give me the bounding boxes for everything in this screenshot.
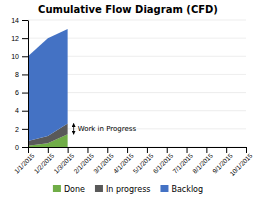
y-tick-mark xyxy=(22,38,28,39)
x-tick-label: 1/3/2015 xyxy=(52,152,75,175)
x-tick-label: 1/1/2015 xyxy=(13,152,36,175)
annotation: Work in Progress xyxy=(78,125,137,133)
y-tick-mark xyxy=(22,111,28,112)
y-tick-label: 10 xyxy=(11,53,19,60)
x-tick-label: 8/1/2015 xyxy=(191,152,214,175)
x-tick-label: 6/1/2015 xyxy=(151,152,174,175)
x-tick-mark xyxy=(246,147,247,153)
legend-swatch xyxy=(160,185,168,192)
y-tick-mark xyxy=(22,56,28,57)
legend-label: Backlog xyxy=(171,185,203,194)
chart: 1/1/20151/2/20151/3/20152/1/20153/1/2015… xyxy=(0,0,256,197)
x-axis-line xyxy=(29,147,247,148)
y-tick-mark xyxy=(22,129,28,130)
x-axis: 1/1/20151/2/20151/3/20152/1/20153/1/2015… xyxy=(13,147,254,177)
x-tick-mark xyxy=(87,147,88,153)
y-axis-line xyxy=(28,21,29,148)
x-tick-mark xyxy=(107,147,108,153)
y-tick-label: 8 xyxy=(15,71,19,78)
x-tick-mark xyxy=(28,147,29,153)
annotation-arrow xyxy=(73,123,74,134)
y-tick-mark xyxy=(22,74,28,75)
y-tick: 0 xyxy=(15,144,28,151)
y-tick: 8 xyxy=(15,71,28,78)
x-tick-mark xyxy=(68,147,69,153)
grid-line xyxy=(28,20,246,21)
areas xyxy=(28,29,68,147)
legend-label: Done xyxy=(64,185,85,194)
y-axis: 0 2 4 6 8 10 12 14 xyxy=(11,17,28,151)
y-tick: 4 xyxy=(15,107,28,114)
x-tick-mark xyxy=(167,147,168,153)
x-tick-mark xyxy=(187,147,188,153)
legend-label: In progress xyxy=(106,185,151,194)
x-tick-label: 5/1/2015 xyxy=(132,152,155,175)
y-tick: 10 xyxy=(11,53,28,60)
x-tick-mark xyxy=(48,147,49,153)
legend-swatch xyxy=(95,185,103,192)
y-tick: 12 xyxy=(11,35,28,42)
legend-item: In progress xyxy=(95,185,151,194)
y-tick-label: 6 xyxy=(15,89,19,96)
legend: Done In progress Backlog xyxy=(53,185,203,194)
legend-item: Backlog xyxy=(160,185,203,194)
grid xyxy=(28,20,246,147)
x-tick-label: 1/2/2015 xyxy=(33,152,56,175)
legend-swatch xyxy=(53,185,61,192)
area-layer xyxy=(28,29,68,141)
y-tick-label: 4 xyxy=(15,107,19,114)
plot: 1/1/20151/2/20151/3/20152/1/20153/1/2015… xyxy=(11,17,254,178)
y-tick-label: 0 xyxy=(15,144,19,151)
y-tick: 2 xyxy=(15,126,28,133)
x-tick-mark xyxy=(147,147,148,153)
y-tick-mark xyxy=(22,20,28,21)
x-tick-mark xyxy=(226,147,227,153)
legend-item: Done xyxy=(53,185,85,194)
x-tick-label: 4/1/2015 xyxy=(112,152,135,175)
y-tick: 6 xyxy=(15,89,28,96)
x-tick-label: 7/1/2015 xyxy=(171,152,194,175)
y-tick-label: 14 xyxy=(11,17,19,24)
x-tick-mark xyxy=(206,147,207,153)
title: Cumulative Flow Diagram (CFD) xyxy=(38,4,218,15)
y-tick-mark xyxy=(22,147,28,148)
x-tick: 10/1/2015 xyxy=(228,147,254,177)
y-tick: 14 xyxy=(11,17,28,24)
x-tick-mark xyxy=(127,147,128,153)
x-tick-label: 10/1/2015 xyxy=(228,152,254,178)
x-tick-label: 3/1/2015 xyxy=(92,152,115,175)
y-tick-label: 12 xyxy=(11,35,19,42)
y-tick-label: 2 xyxy=(15,126,19,133)
y-tick-mark xyxy=(22,93,28,94)
x-tick-label: 2/1/2015 xyxy=(72,152,95,175)
